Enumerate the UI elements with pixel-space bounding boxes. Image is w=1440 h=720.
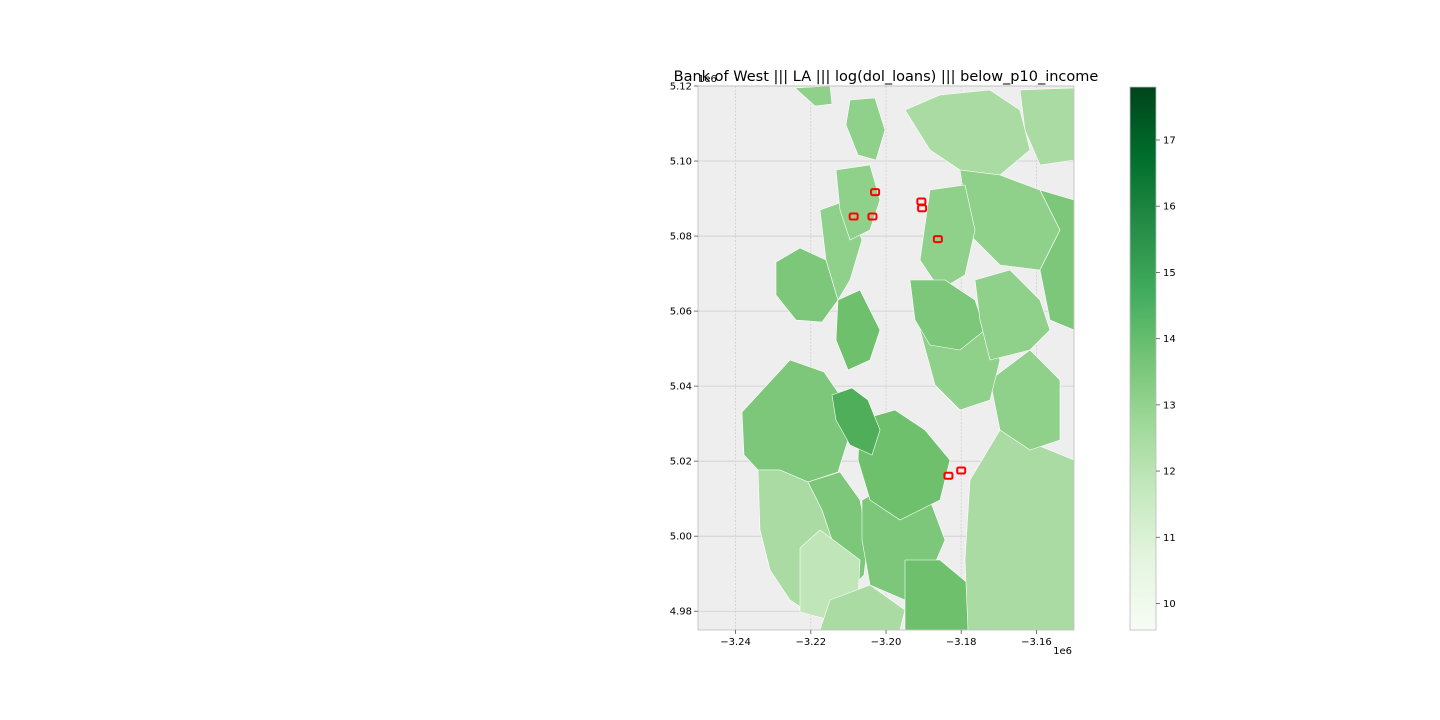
y-tick-label: 4.98 [670,607,692,618]
region-north-hills [835,164,881,241]
x-tick-label: −3.20 [871,637,902,648]
y-tick-label: 5.12 [670,82,692,93]
y-tick-label: 5.00 [670,532,692,543]
x-tick-label: −3.24 [720,637,751,648]
region-northeast-far [1019,87,1074,166]
region-northwest [775,247,839,323]
region-east-valley [1039,189,1074,331]
colorbar: 10 11 12 13 14 15 16 17 [1129,86,1176,631]
x-tick-label: −3.16 [1021,637,1052,648]
x-axis: −3.24 −3.22 −3.20 −3.18 −3.16 [720,630,1052,648]
region-northeast [904,89,1031,176]
highlighted-tract [932,235,943,244]
highlighted-tract [870,188,881,197]
highlighted-tract [867,212,878,221]
y-axis: 4.98 5.00 5.02 5.04 5.06 5.08 5.10 5.12 [670,82,698,618]
colorbar-tick-label: 10 [1163,599,1176,610]
colorbar-tick-label: 16 [1163,202,1176,213]
y-tick-label: 5.06 [670,307,692,318]
region-top-small [794,86,833,107]
y-tick-label: 5.08 [670,232,692,243]
y-tick-label: 5.04 [670,382,692,393]
region-center-mid [909,279,986,351]
highlighted-tract [917,204,928,213]
x-tick-label: −3.22 [795,637,826,648]
region-center-east [974,269,1051,361]
region-north-center [835,289,881,371]
highlighted-tracts [848,188,967,480]
colorbar-tick-label: 17 [1163,135,1176,146]
colorbar-tick-label: 11 [1163,533,1176,544]
colorbar-tick-label: 15 [1163,268,1176,279]
x-axis-multiplier: 1e6 [1053,646,1072,657]
region-southwest [741,359,849,483]
map-regions [741,86,1074,630]
colorbar-tick-label: 13 [1163,400,1176,411]
highlighted-tract [956,466,967,475]
highlighted-tract [848,212,859,221]
map-axes [697,85,1075,631]
region-central-urban [857,409,951,521]
region-center-north [919,184,976,291]
colorbar-tick-label: 12 [1163,467,1176,478]
y-tick-label: 5.10 [670,157,692,168]
y-axis-multiplier: 1e6 [698,74,717,85]
chart-title: Bank of West ||| LA ||| log(dol_loans) |… [674,69,1099,85]
region-south-bottom [819,584,906,630]
region-central-core [831,387,881,456]
colorbar-tick-label: 14 [1163,334,1176,345]
region-top-center [845,97,886,161]
highlighted-tract [943,471,954,480]
y-tick-label: 5.02 [670,457,692,468]
x-tick-label: −3.18 [946,637,977,648]
colorbar-gradient [1129,86,1157,631]
colorbar-ticks: 10 11 12 13 14 15 16 17 [1156,135,1176,610]
